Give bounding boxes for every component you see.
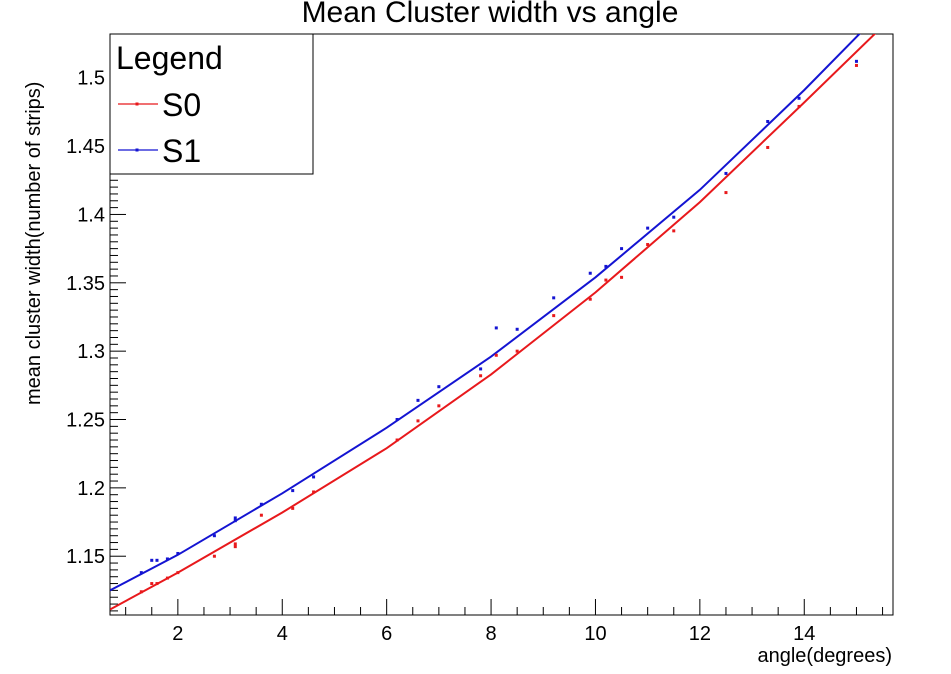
s1-point xyxy=(150,558,154,562)
chart-title: Mean Cluster width vs angle xyxy=(302,0,679,29)
s0-point xyxy=(139,590,143,594)
s1-point xyxy=(395,418,399,422)
s0-point xyxy=(212,554,216,558)
s1-point xyxy=(155,558,159,562)
y-tick-label: 1.4 xyxy=(77,204,105,226)
y-tick-label: 1.15 xyxy=(66,546,105,568)
s1-point xyxy=(672,215,676,219)
y-axis-label: mean cluster width(number of strips) xyxy=(23,82,45,405)
s1-point xyxy=(165,557,169,561)
s1-point xyxy=(291,489,295,493)
y-tick-label: 1.3 xyxy=(77,341,105,363)
s1-point xyxy=(437,385,441,389)
x-tick-label: 6 xyxy=(381,623,392,645)
s1-point xyxy=(797,96,801,100)
s1-point xyxy=(766,119,770,123)
s1-point xyxy=(646,226,650,230)
x-axis-label: angle(degrees) xyxy=(757,645,892,667)
s1-point xyxy=(494,326,498,330)
s0-point xyxy=(259,513,263,517)
s0-point xyxy=(233,542,237,546)
s1-point xyxy=(312,475,316,479)
y-axis-tick-labels: 1.15 1.2 1.25 1.3 1.35 1.4 1.45 1.5 xyxy=(66,68,105,568)
s0-point xyxy=(233,545,237,549)
s0-point xyxy=(766,145,770,149)
s1-point xyxy=(416,398,420,402)
s1-fit-line xyxy=(110,34,861,592)
x-axis-ticks xyxy=(125,599,884,615)
s1-point xyxy=(233,516,237,520)
s0-point xyxy=(854,63,858,67)
s1-point xyxy=(233,519,237,523)
plot-frame xyxy=(109,33,894,616)
x-tick-label: 2 xyxy=(172,623,183,645)
s1-point xyxy=(515,327,519,331)
s0-point xyxy=(672,229,676,233)
s1-point xyxy=(479,367,483,371)
s0-point xyxy=(312,490,316,494)
s0-point xyxy=(724,191,728,195)
s0-point xyxy=(552,314,556,318)
legend-title: Legend xyxy=(116,40,223,76)
fit-curves xyxy=(110,34,877,611)
s1-point xyxy=(604,264,608,268)
x-tick-label: 8 xyxy=(485,623,496,645)
s1-point xyxy=(212,534,216,538)
s0-point xyxy=(588,297,592,301)
s0-point xyxy=(395,438,399,442)
s1-point xyxy=(176,551,180,555)
s0-fit-line xyxy=(110,34,877,611)
s0-point xyxy=(494,353,498,357)
s0-point xyxy=(646,243,650,247)
y-tick-label: 1.35 xyxy=(66,273,105,295)
s0-point xyxy=(479,374,483,378)
y-tick-label: 1.5 xyxy=(77,68,105,90)
s0-point xyxy=(416,419,420,423)
s0-point xyxy=(291,506,295,510)
s0-point xyxy=(155,582,159,586)
s1-legend-label: S1 xyxy=(162,133,201,169)
s0-legend-label: S0 xyxy=(162,87,201,123)
s1-point xyxy=(588,271,592,275)
s1-point xyxy=(724,171,728,175)
data-points xyxy=(139,59,858,594)
s1-point xyxy=(139,571,143,575)
s0-point xyxy=(150,582,154,586)
y-tick-label: 1.45 xyxy=(66,136,105,158)
y-tick-label: 1.2 xyxy=(77,478,105,500)
s1-point xyxy=(854,59,858,63)
y-tick-label: 1.25 xyxy=(66,410,105,432)
s1-point xyxy=(552,296,556,300)
s1-point xyxy=(259,502,263,506)
s0-point xyxy=(620,275,624,279)
s0-point xyxy=(604,278,608,282)
s0-point xyxy=(165,576,169,580)
s0-legend-marker xyxy=(135,102,139,106)
x-tick-label: 14 xyxy=(793,623,815,645)
s0-point xyxy=(176,571,180,575)
s1-point xyxy=(620,247,624,251)
s0-point xyxy=(797,104,801,108)
x-tick-label: 12 xyxy=(689,623,711,645)
x-tick-label: 4 xyxy=(277,623,288,645)
s1-legend-marker xyxy=(135,148,139,152)
x-tick-label: 10 xyxy=(584,623,606,645)
s0-point xyxy=(515,349,519,353)
x-axis-tick-labels: 2 4 6 8 10 12 14 xyxy=(172,623,815,645)
s0-point xyxy=(437,404,441,408)
